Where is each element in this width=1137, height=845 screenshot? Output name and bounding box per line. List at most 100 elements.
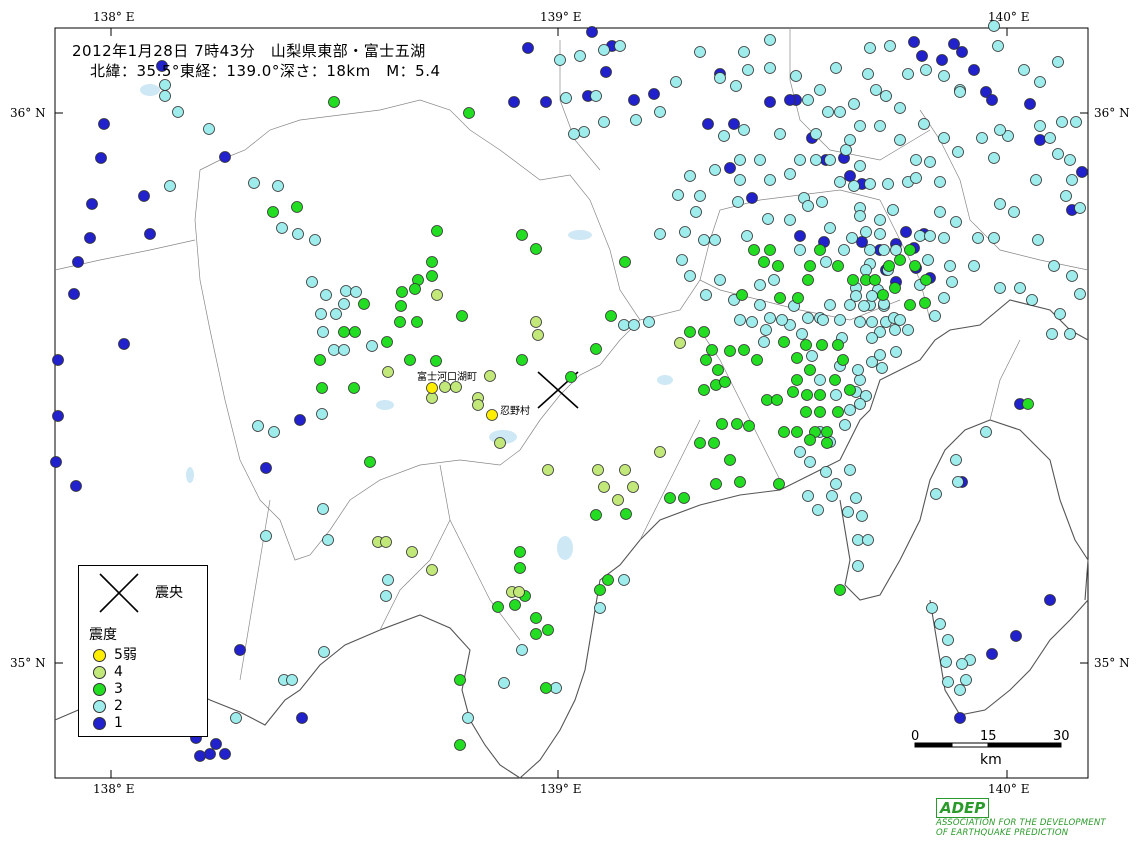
- station-intensity-1: [98, 118, 110, 130]
- station-intensity-1: [628, 94, 640, 106]
- station-intensity-3: [509, 599, 521, 611]
- station-intensity-2: [630, 114, 642, 126]
- station-intensity-1: [138, 190, 150, 202]
- station-intensity-3: [773, 478, 785, 490]
- station-intensity-2: [994, 198, 1006, 210]
- station-intensity-2: [1030, 174, 1042, 186]
- station-intensity-2: [618, 319, 630, 331]
- station-intensity-2: [844, 464, 856, 476]
- station-intensity-1: [954, 712, 966, 724]
- station-intensity-2: [560, 92, 572, 104]
- station-intensity-2: [159, 90, 171, 102]
- station-intensity-2: [992, 40, 1004, 52]
- station-intensity-3: [348, 382, 360, 394]
- station-intensity-2: [594, 602, 606, 614]
- station-intensity-2: [824, 154, 836, 166]
- station-intensity-2: [794, 446, 806, 458]
- station-intensity-2: [1054, 308, 1066, 320]
- legend-dot-icon: [93, 648, 106, 662]
- station-intensity-2: [676, 254, 688, 266]
- station-intensity-2: [894, 134, 906, 146]
- station-intensity-3: [738, 344, 750, 356]
- station-intensity-1: [1044, 594, 1056, 606]
- station-intensity-2: [820, 466, 832, 478]
- station-intensity-2: [754, 299, 766, 311]
- station-intensity-2: [866, 332, 878, 344]
- station-intensity-3: [802, 274, 814, 286]
- station-intensity-3: [291, 201, 303, 213]
- station-intensity-2: [884, 40, 896, 52]
- station-intensity-4: [530, 316, 542, 328]
- station-intensity-4: [612, 494, 624, 506]
- station-intensity-1: [856, 236, 868, 248]
- station-intensity-2: [1034, 120, 1046, 132]
- station-intensity-2: [968, 260, 980, 272]
- station-intensity-2: [732, 196, 744, 208]
- station-intensity-2: [852, 560, 864, 572]
- legend-item-2: 3: [93, 680, 123, 698]
- station-intensity-1: [900, 226, 912, 238]
- station-intensity-1: [234, 644, 246, 656]
- station-intensity-3: [919, 297, 931, 309]
- station-intensity-2: [738, 124, 750, 136]
- station-intensity-1: [260, 462, 272, 474]
- station-intensity-2: [860, 390, 872, 402]
- station-intensity-3: [829, 374, 841, 386]
- station-intensity-2: [462, 712, 474, 724]
- station-intensity-2: [850, 290, 862, 302]
- station-intensity-2: [734, 174, 746, 186]
- station-intensity-2: [860, 264, 872, 276]
- station-intensity-2: [1074, 202, 1086, 214]
- station-intensity-2: [854, 120, 866, 132]
- station-intensity-2: [382, 574, 394, 586]
- station-intensity-3: [267, 206, 279, 218]
- station-intensity-2: [350, 286, 362, 298]
- station-intensity-2: [1002, 130, 1014, 142]
- station-intensity-2: [764, 174, 776, 186]
- station-intensity-2: [844, 299, 856, 311]
- station-intensity-3: [920, 274, 932, 286]
- station-intensity-2: [924, 156, 936, 168]
- station-intensity-3: [792, 292, 804, 304]
- station-intensity-3: [889, 282, 901, 294]
- station-intensity-2: [994, 282, 1006, 294]
- station-intensity-2: [878, 244, 890, 256]
- station-intensity-3: [516, 229, 528, 241]
- station-intensity-2: [618, 574, 630, 586]
- legend-item-1: 4: [93, 663, 123, 681]
- station-intensity-3: [454, 739, 466, 751]
- station-intensity-3: [364, 456, 376, 468]
- place-oshino: 忍野村: [500, 406, 530, 417]
- station-intensity-2: [980, 426, 992, 438]
- station-intensity-2: [824, 222, 836, 234]
- legend-item-label: 4: [114, 664, 123, 680]
- station-intensity-2: [554, 54, 566, 66]
- station-intensity-3: [712, 364, 724, 376]
- station-intensity-3: [791, 426, 803, 438]
- station-intensity-1: [118, 338, 130, 350]
- station-intensity-2: [252, 420, 264, 432]
- station-intensity-2: [338, 344, 350, 356]
- station-intensity-2: [764, 62, 776, 74]
- station-intensity-2: [856, 510, 868, 522]
- station-intensity-2: [741, 230, 753, 242]
- station-intensity-3: [590, 509, 602, 521]
- station-intensity-3: [778, 426, 790, 438]
- station-intensity-4: [592, 464, 604, 476]
- station-intensity-3: [708, 437, 720, 449]
- station-intensity-3: [869, 274, 881, 286]
- station-intensity-2: [730, 80, 742, 92]
- station-intensity-2: [834, 314, 846, 326]
- station-intensity-3: [832, 260, 844, 272]
- station-intensity-2: [870, 84, 882, 96]
- station-intensity-2: [952, 146, 964, 158]
- legend-item-label: 2: [114, 698, 123, 714]
- station-intensity-3: [791, 352, 803, 364]
- station-intensity-2: [889, 324, 901, 336]
- station-intensity-1: [916, 50, 928, 62]
- station-intensity-4: [426, 392, 438, 404]
- station-intensity-4: [472, 399, 484, 411]
- station-intensity-2: [380, 590, 392, 602]
- station-intensity-2: [830, 62, 842, 74]
- scale-unit: km: [980, 752, 1002, 768]
